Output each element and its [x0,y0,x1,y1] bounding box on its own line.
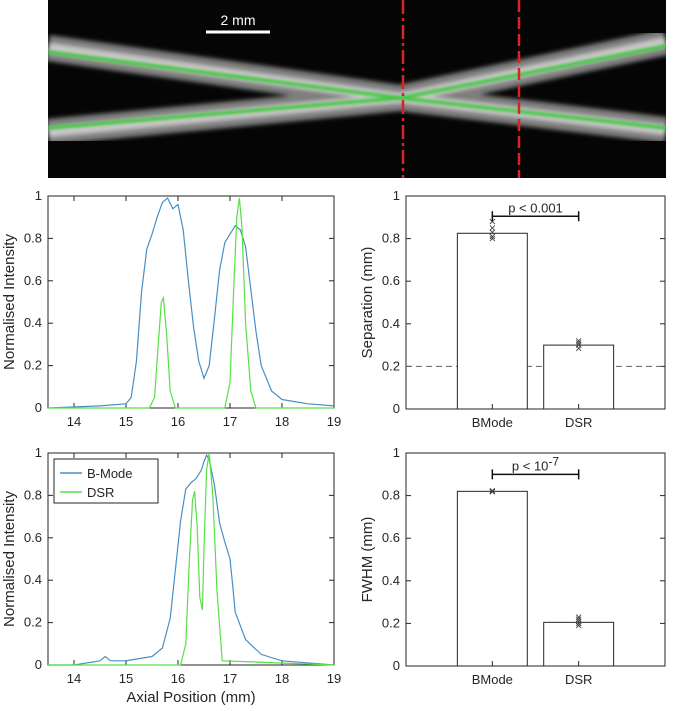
significance-text: p < 10 [512,458,549,473]
x-tick-label: DSR [565,415,592,430]
y-axis-label: FWHM (mm) [359,517,376,603]
legend: B-Mode DSR [53,458,159,504]
y-tick-label: 1 [35,445,42,460]
x-tick-label: DSR [565,672,592,687]
ultrasound-image: 2 mm [48,0,666,178]
scale-bar-label: 2 mm [221,12,256,28]
significance-text: p < 0.001 [508,200,563,215]
dsr-series-line [48,198,334,409]
y-axis-label: Separation (mm) [359,247,376,359]
y-tick-label: 0.2 [382,358,400,373]
bar-bmode [456,232,528,410]
data-point-marker [575,338,582,344]
data-point-marker [489,225,496,231]
bar-dsr [543,344,615,410]
profile-plot-bottom: 0 0.2 0.4 0.6 0.8 1 Normalised Intensity 14 15 16… [1,445,341,706]
y-tick-label: 1 [35,188,42,203]
bar-dsr [543,621,615,667]
data-point-marker [489,488,496,495]
legend-label-dsr: DSR [87,485,114,500]
x-tick-label: 16 [171,671,185,686]
profile-plot-top: 0 0.2 0.4 0.6 0.8 1 Normalised Intensity 14 15 16… [1,188,341,429]
significance-bracket [491,469,580,480]
data-point-marker [575,616,582,622]
y-axis-label: Normalised Intensity [1,491,18,627]
y-tick-label: 0.2 [382,615,400,630]
x-tick-label: 15 [119,414,133,429]
y-tick-label: 0.6 [382,273,400,288]
y-tick-label: 0.2 [24,358,42,373]
y-tick-label: 0.4 [382,316,400,331]
legend-label-bmode: B-Mode [87,466,133,481]
significance-label: p < 0.001 [508,200,563,215]
data-point-marker [489,229,496,236]
y-tick-label: 0.4 [24,315,42,330]
data-point-marker [489,218,496,225]
y-tick-label: 0 [393,658,400,673]
data-point-marker [575,618,582,625]
bmode-series-line [47,197,335,409]
x-tick-label: 17 [223,414,237,429]
x-tick-label: 17 [223,671,237,686]
x-tick-label: 18 [275,671,289,686]
y-tick-label: 1 [393,188,400,203]
y-tick-label: 0.6 [24,273,42,288]
significance-bracket [491,211,580,222]
bmode-series-line [48,453,335,666]
x-tick-label: 19 [327,671,341,686]
x-tick-label: 14 [67,414,81,429]
y-tick-label: 0.6 [24,530,42,545]
y-tick-label: 0.8 [382,488,400,503]
x-tick-label: 14 [67,671,81,686]
bar-bmode [456,490,528,667]
y-tick-label: 0.2 [24,615,42,630]
data-point-marker [575,620,582,627]
legend-box [53,458,159,504]
x-axis-label: Axial Position (mm) [126,689,255,706]
x-tick-label: 16 [171,414,185,429]
significance-label: p < 10-7 [512,454,560,473]
y-tick-label: 1 [393,445,400,460]
x-tick-label: BMode [472,672,513,687]
x-tick-label: 15 [119,671,133,686]
x-tick-label: 18 [275,414,289,429]
x-tick-label: 19 [327,414,341,429]
significance-exponent: -7 [548,454,559,468]
data-point-marker [489,233,496,240]
separation-bar-chart: 0 0.2 0.4 0.6 0.8 1 Separation (mm) BMode DSR p <… [359,188,666,430]
data-point-marker [575,340,582,346]
y-tick-label: 0.8 [24,487,42,502]
axes-box [405,195,666,410]
data-point-marker [575,614,582,620]
y-tick-label: 0.4 [24,572,42,587]
fwhm-bar-chart: 0 0.2 0.4 0.6 0.8 1 FWHM (mm) BMode DSR p < 10-7 [359,445,666,687]
axes-box [47,452,335,666]
data-point-marker [575,342,582,348]
y-tick-label: 0 [393,401,400,416]
dsr-series-line [48,452,335,666]
y-tick-label: 0 [35,400,42,415]
axes-box [405,452,666,667]
y-tick-label: 0.8 [382,231,400,246]
y-tick-label: 0 [35,657,42,672]
data-point-marker [489,487,496,494]
y-tick-label: 0.6 [382,530,400,545]
y-tick-label: 0.8 [24,230,42,245]
data-point-marker [575,622,582,629]
y-axis-label: Normalised Intensity [1,234,18,370]
x-tick-label: BMode [472,415,513,430]
data-point-marker [489,235,496,242]
y-tick-label: 0.4 [382,573,400,588]
